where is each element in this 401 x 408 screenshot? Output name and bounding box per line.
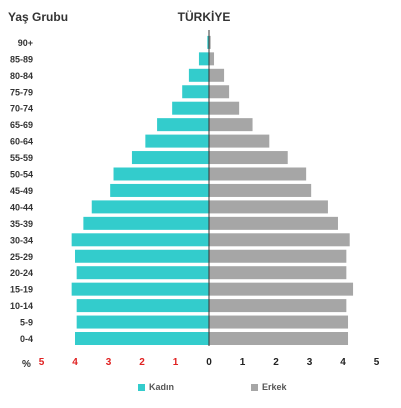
y-tick-label: 60-64 <box>10 137 33 147</box>
y-tick-label: 65-69 <box>10 120 33 130</box>
y-tick-label: 15-19 <box>10 285 33 295</box>
x-tick-label-female: 2 <box>139 357 145 368</box>
bar-female-55-59 <box>131 151 209 165</box>
x-axis-unit: % <box>22 359 31 370</box>
bar-female-10-14 <box>76 299 209 313</box>
bar-male-55-59 <box>209 151 288 165</box>
x-tick-label-male: 1 <box>240 357 246 368</box>
y-tick-label: 10-14 <box>10 301 33 311</box>
bar-female-80-84 <box>188 68 209 82</box>
y-tick-label: 0-4 <box>20 334 33 344</box>
bar-male-15-19 <box>209 282 354 296</box>
bar-male-50-54 <box>209 167 307 181</box>
y-tick-label: 85-89 <box>10 54 33 64</box>
bar-male-5-9 <box>209 315 349 329</box>
x-tick-label-male: 4 <box>340 357 346 368</box>
bar-male-60-64 <box>209 134 270 148</box>
bar-female-90+ <box>207 35 209 49</box>
legend-label-female: Kadın <box>149 382 175 392</box>
y-axis-title: Yaş Grubu <box>8 10 69 24</box>
y-tick-label: 5-9 <box>20 318 33 328</box>
bar-male-40-44 <box>209 200 328 214</box>
y-tick-label: 40-44 <box>10 202 33 212</box>
y-tick-label: 70-74 <box>10 104 33 114</box>
legend-item-female: Kadın <box>138 382 174 392</box>
bar-male-80-84 <box>209 68 225 82</box>
y-tick-label: 50-54 <box>10 170 33 180</box>
y-tick-label: 80-84 <box>10 71 33 81</box>
legend: Kadın Erkek <box>0 382 401 396</box>
chart-title: TÜRKİYE <box>177 10 231 24</box>
bar-female-40-44 <box>91 200 209 214</box>
bar-male-45-49 <box>209 183 312 197</box>
x-tick-label-female: 4 <box>72 357 78 368</box>
bar-female-25-29 <box>75 249 209 263</box>
x-tick-label-male: 0 <box>206 357 212 368</box>
bar-male-10-14 <box>209 299 347 313</box>
bar-male-85-89 <box>209 52 215 66</box>
bar-female-70-74 <box>172 101 209 115</box>
x-tick-label-male: 5 <box>374 357 380 368</box>
y-tick-label: 55-59 <box>10 153 33 163</box>
y-tick-label: 20-24 <box>10 268 33 278</box>
bar-male-20-24 <box>209 266 347 280</box>
x-tick-label-female: 5 <box>39 357 45 368</box>
y-tick-label: 30-34 <box>10 235 33 245</box>
bar-male-90+ <box>209 35 211 49</box>
bar-male-25-29 <box>209 249 347 263</box>
bar-female-65-69 <box>157 118 209 132</box>
x-tick-label-male: 3 <box>307 357 313 368</box>
bar-female-0-4 <box>75 332 209 345</box>
bar-female-50-54 <box>113 167 209 181</box>
x-tick-label-female: 1 <box>173 357 179 368</box>
bar-male-70-74 <box>209 101 240 115</box>
y-tick-label: 90+ <box>18 38 33 48</box>
legend-swatch-female <box>138 383 145 391</box>
y-tick-label: 45-49 <box>10 186 33 196</box>
bar-female-60-64 <box>145 134 209 148</box>
legend-item-male: Erkek <box>251 382 287 392</box>
bar-female-5-9 <box>76 315 209 329</box>
bar-female-30-34 <box>71 233 210 247</box>
bar-male-0-4 <box>209 332 349 345</box>
bar-male-75-79 <box>209 85 230 99</box>
bar-male-35-39 <box>209 216 338 230</box>
bar-female-75-79 <box>182 85 209 99</box>
bar-male-30-34 <box>209 233 350 247</box>
y-tick-label: 35-39 <box>10 219 33 229</box>
legend-label-male: Erkek <box>262 382 287 392</box>
legend-swatch-male <box>251 383 258 391</box>
bar-female-85-89 <box>198 52 209 66</box>
bar-female-35-39 <box>83 216 209 230</box>
x-tick-label-female: 3 <box>106 357 112 368</box>
y-tick-label: 75-79 <box>10 87 33 97</box>
bar-male-65-69 <box>209 118 253 132</box>
y-tick-label: 25-29 <box>10 252 33 262</box>
x-tick-label-male: 2 <box>273 357 279 368</box>
bar-female-15-19 <box>71 282 210 296</box>
bar-female-45-49 <box>110 183 209 197</box>
bar-female-20-24 <box>76 266 209 280</box>
